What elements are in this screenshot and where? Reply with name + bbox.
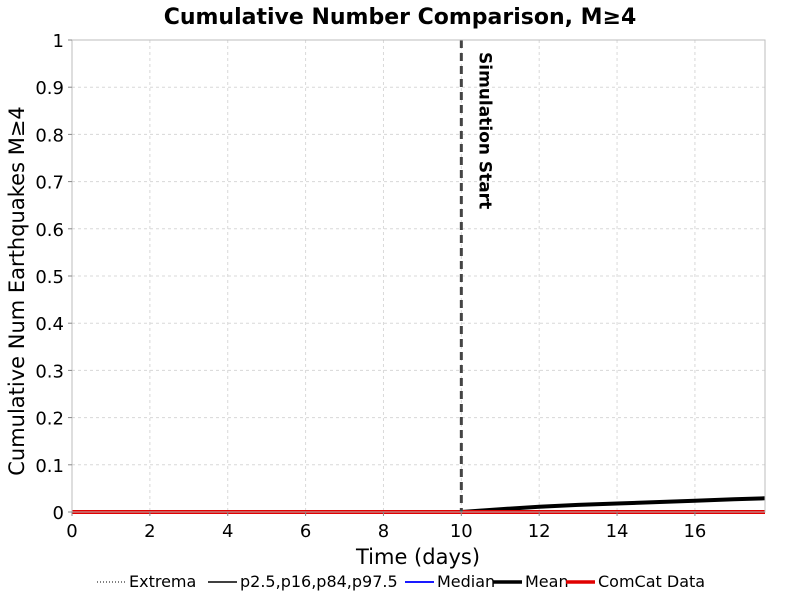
- y-tick-label: 0.5: [35, 267, 64, 288]
- x-tick-label: 16: [683, 521, 706, 542]
- y-tick-label: 0.2: [35, 409, 64, 430]
- legend-label: Mean: [525, 572, 569, 591]
- y-tick-label: 0.9: [35, 78, 64, 99]
- y-tick-label: 0.7: [35, 173, 64, 194]
- x-axis-ticks: 0 2 4 6 8 10 12 14 16: [66, 512, 706, 542]
- series-line-mean: [461, 496, 766, 514]
- annotation-layer: Simulation Start: [459, 40, 494, 512]
- y-tick-label: 0.3: [35, 361, 64, 382]
- x-tick-label: 6: [300, 521, 311, 542]
- chart-title: Cumulative Number Comparison, M≥4: [164, 5, 637, 30]
- x-tick-label: 2: [144, 521, 155, 542]
- legend-label: Extrema: [129, 572, 196, 591]
- y-axis-label: Cumulative Num Earthquakes M≥4: [5, 106, 29, 476]
- legend-label: p2.5,p16,p84,p97.5: [240, 572, 398, 591]
- x-tick-label: 12: [528, 521, 551, 542]
- x-tick-label: 0: [66, 521, 77, 542]
- y-tick-label: 1: [53, 31, 64, 52]
- x-axis-label: Time (days): [355, 545, 480, 569]
- legend: Extrema p2.5,p16,p84,p97.5 Median Mean ComCa…: [97, 572, 705, 591]
- y-axis-ticks: 0 0.1 0.2 0.3 0.4 0.5 0.6 0.7 0.8 0.9 1: [35, 31, 72, 524]
- grid-lines: [71, 39, 765, 513]
- x-tick-label: 4: [222, 521, 233, 542]
- x-tick-label: 10: [450, 521, 473, 542]
- y-tick-label: 0.1: [35, 456, 64, 477]
- x-tick-label: 8: [378, 521, 389, 542]
- y-tick-label: 0.4: [35, 314, 64, 335]
- y-tick-label: 0: [53, 503, 64, 524]
- legend-label: ComCat Data: [598, 572, 705, 591]
- y-tick-label: 0.6: [35, 220, 64, 241]
- x-tick-label: 14: [606, 521, 629, 542]
- simulation-start-label: Simulation Start: [474, 52, 494, 209]
- y-tick-label: 0.8: [35, 125, 64, 146]
- legend-label: Median: [437, 572, 495, 591]
